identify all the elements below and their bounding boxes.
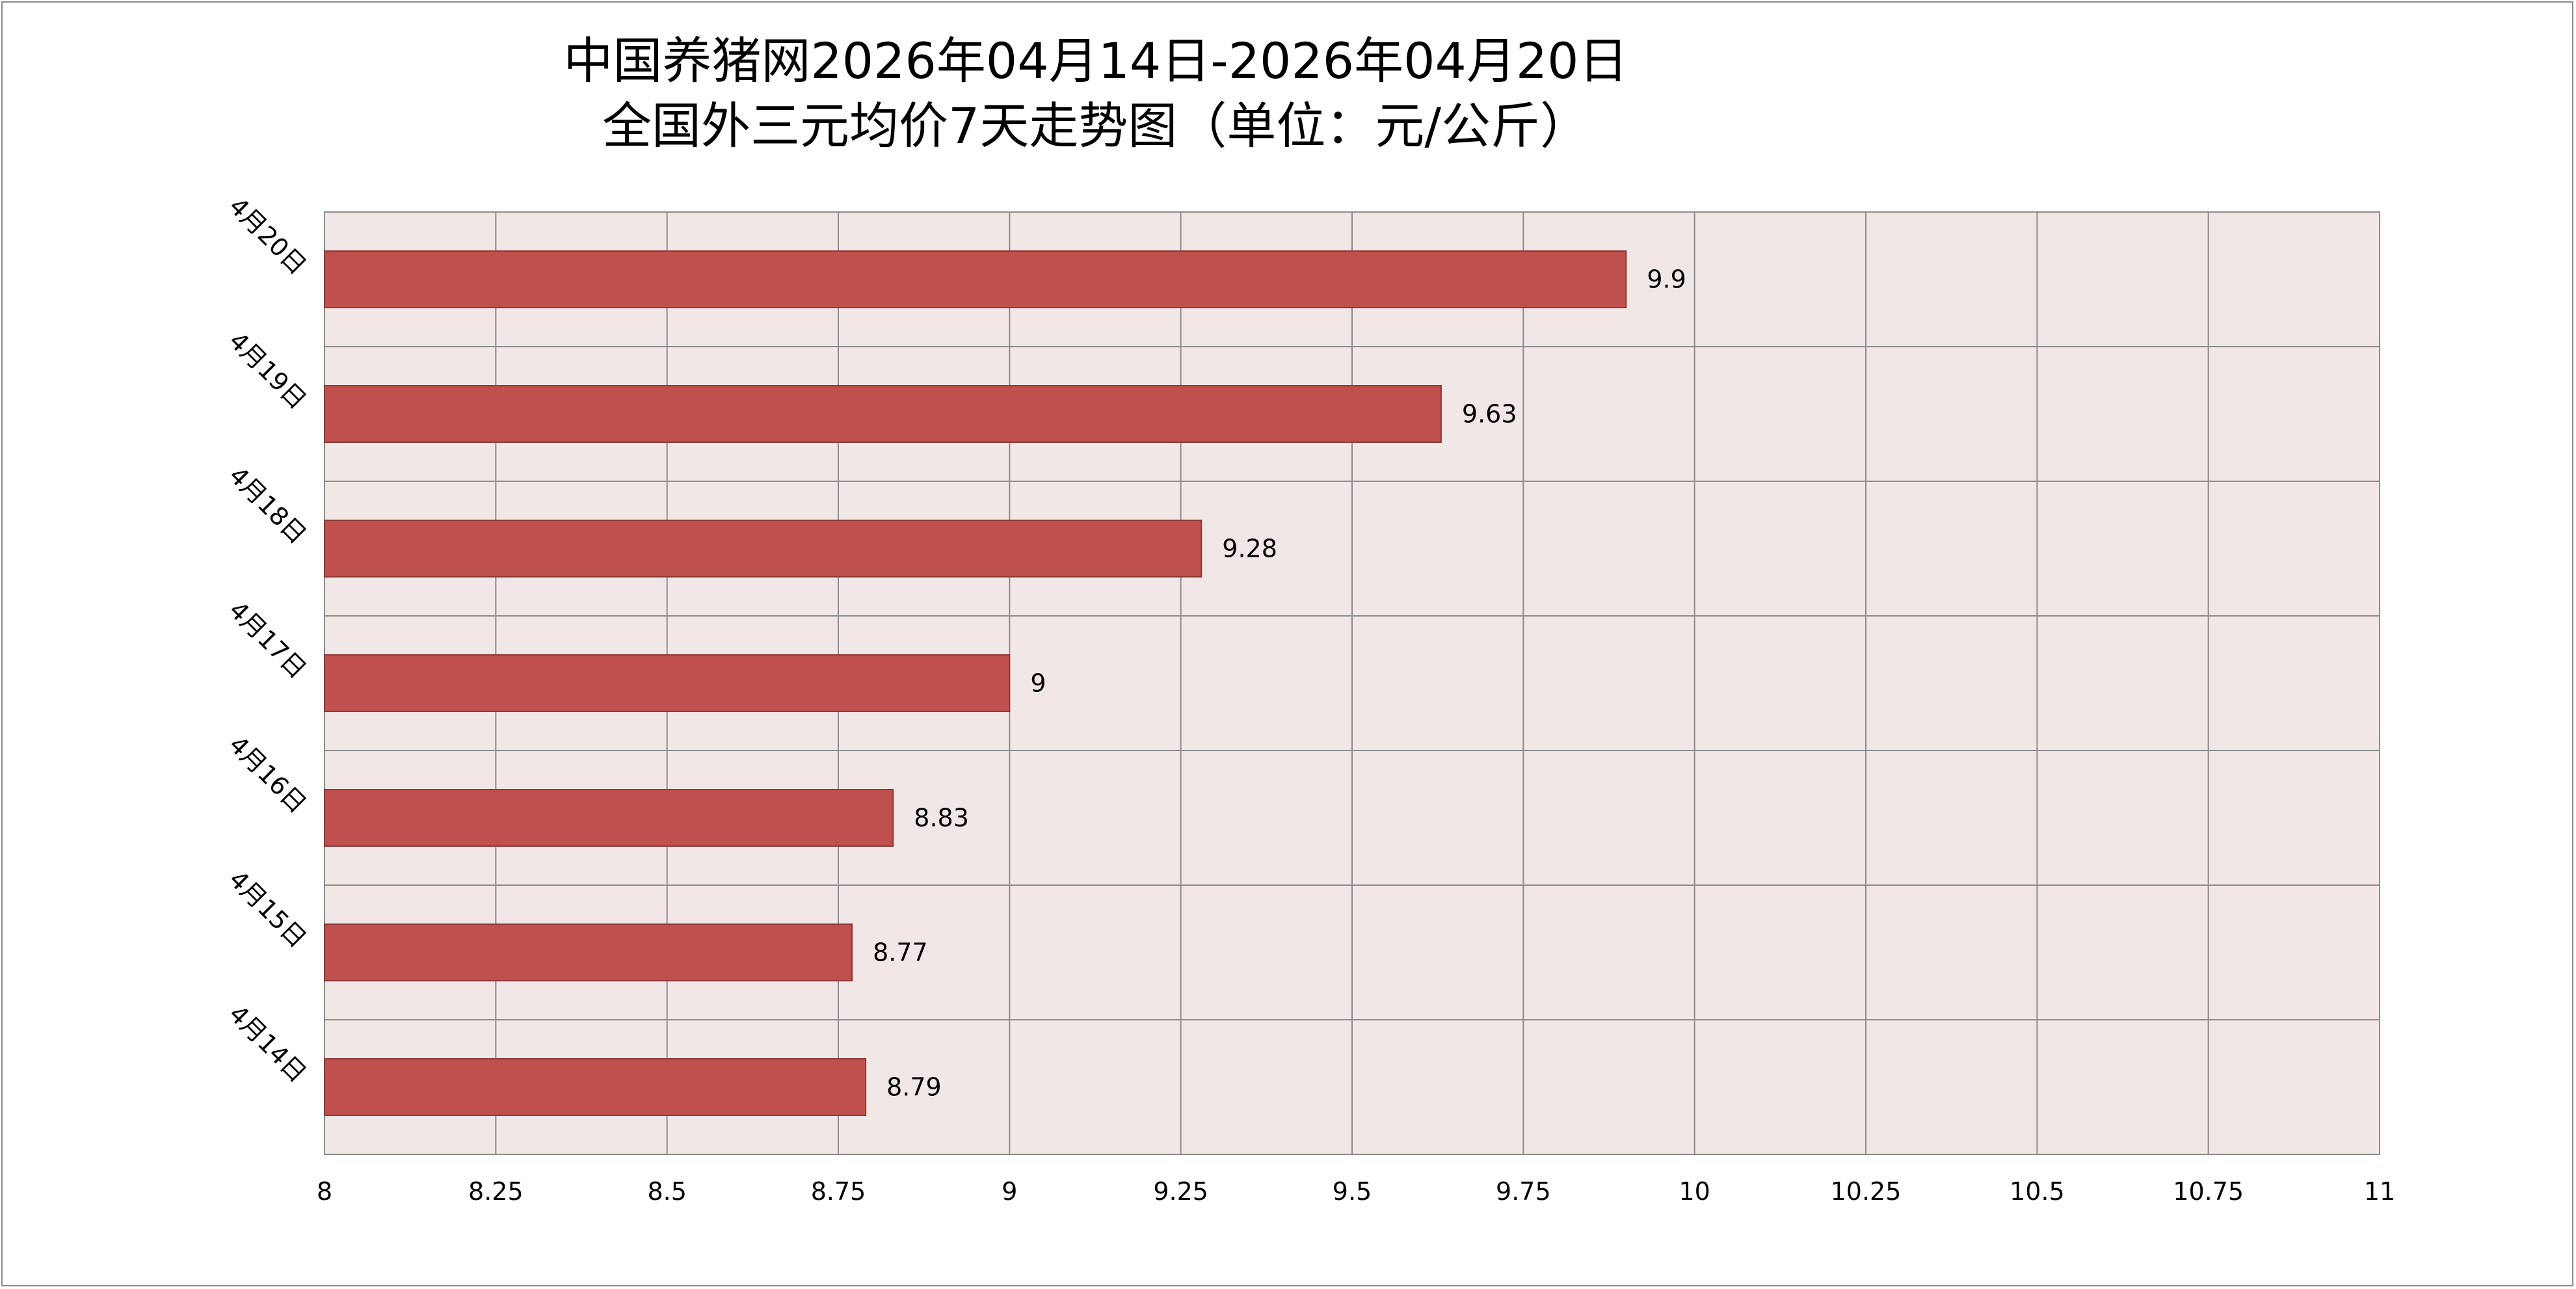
bars — [324, 250, 1627, 1116]
y-category-label: 4月19日 — [224, 326, 312, 415]
bar-3 — [324, 520, 1202, 578]
y-category-label: 4月15日 — [224, 865, 312, 953]
bar-6 — [324, 924, 853, 981]
data-label-6: 8.77 — [873, 938, 928, 967]
x-tick-label: 9.25 — [1153, 1177, 1208, 1206]
bar-2 — [324, 385, 1442, 443]
data-labels: 9.9 9.63 9.28 9 8.83 8.77 8.79 — [873, 265, 1686, 1102]
x-tick-label: 8 — [317, 1177, 332, 1206]
bar-4 — [324, 654, 1011, 712]
x-tick-label: 11 — [2364, 1177, 2395, 1206]
data-label-2: 9.63 — [1462, 400, 1517, 429]
x-tick-label: 8.5 — [647, 1177, 686, 1206]
y-category-label: 4月17日 — [224, 596, 312, 684]
x-tick-label: 9.75 — [1496, 1177, 1551, 1206]
bar-5 — [324, 789, 894, 847]
data-label-1: 9.9 — [1647, 265, 1686, 294]
x-tick-label: 9.5 — [1333, 1177, 1372, 1206]
y-category-label: 4月14日 — [224, 1000, 312, 1088]
data-label-3: 9.28 — [1222, 535, 1277, 563]
data-label-7: 8.79 — [886, 1073, 942, 1102]
bar-7 — [324, 1058, 867, 1116]
data-label-5: 8.83 — [914, 804, 969, 832]
x-tick-label: 8.75 — [811, 1177, 866, 1206]
chart-title-line-2: 全国外三元均价7天走势图（单位：元/公斤） — [602, 97, 1589, 155]
data-label-4: 9 — [1030, 669, 1046, 698]
y-category-label: 4月18日 — [224, 461, 312, 550]
x-tick-label: 10.25 — [1831, 1177, 1902, 1206]
x-tick-label: 9 — [1002, 1177, 1017, 1206]
chart-title-line-1: 中国养猪网2026年04月14日-2026年04月20日 — [563, 32, 1628, 90]
x-axis-ticks: 8 8.25 8.5 8.75 9 9.25 9.5 9.75 10 10.25 10.5 10.75… — [317, 1177, 2395, 1206]
y-category-label: 4月16日 — [224, 730, 312, 819]
x-tick-label: 10.75 — [2173, 1177, 2244, 1206]
bar-1 — [324, 250, 1627, 308]
y-category-label: 4月20日 — [224, 192, 312, 280]
x-tick-label: 8.25 — [468, 1177, 524, 1206]
x-tick-label: 10 — [1679, 1177, 1710, 1206]
x-tick-label: 10.5 — [2010, 1177, 2065, 1206]
y-axis-categories: 4月20日 4月19日 4月18日 4月17日 4月16日 4月15日 4月14日 — [224, 192, 312, 1088]
